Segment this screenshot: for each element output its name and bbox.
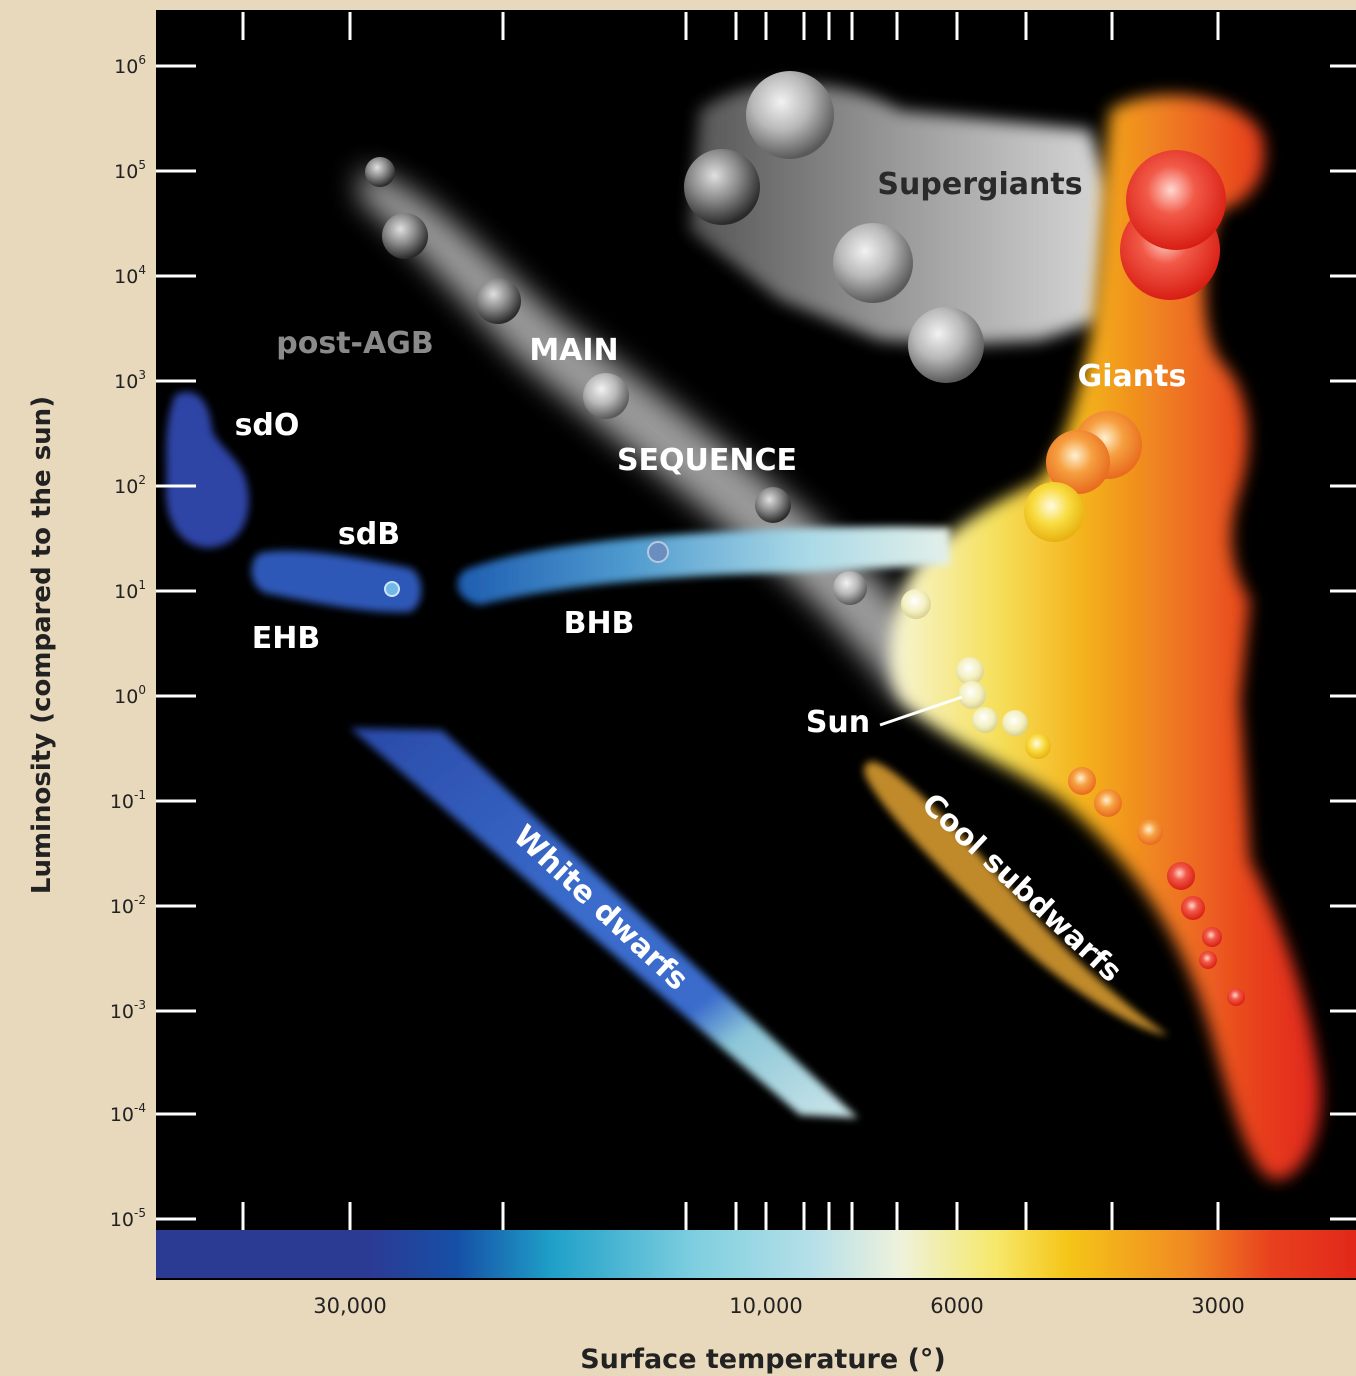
temperature-scale-bar bbox=[156, 1230, 1356, 1278]
x-axis-bottom bbox=[241, 1202, 1220, 1230]
label-giants: Giants bbox=[1078, 359, 1187, 394]
cool-subdwarfs-region bbox=[864, 761, 1168, 1036]
y-tick-label: 106 bbox=[114, 53, 146, 78]
giant-stars bbox=[1024, 150, 1226, 542]
label-sdo: sdO bbox=[235, 408, 300, 443]
y-tick-label: 101 bbox=[114, 578, 146, 603]
y-axis bbox=[156, 64, 196, 1221]
y-tick-label: 10-1 bbox=[110, 788, 146, 813]
label-sun: Sun bbox=[806, 705, 870, 740]
y-axis-title: Luminosity (compared to the sun) bbox=[27, 396, 57, 894]
y-tick-label: 102 bbox=[114, 473, 146, 498]
x-axis-title: Surface temperature (°) bbox=[580, 1344, 946, 1375]
y-tick-label: 104 bbox=[114, 263, 146, 288]
label-sequence: SEQUENCE bbox=[617, 443, 797, 478]
y-tick-labels: 106 105 104 103 102 101 100 10-1 10-2 10… bbox=[110, 53, 146, 1231]
x-tick-label: 30,000 bbox=[313, 1294, 386, 1318]
label-post-agb: post-AGB bbox=[276, 326, 433, 361]
y-tick-label: 10-3 bbox=[110, 998, 146, 1023]
sdo-region bbox=[165, 391, 249, 548]
bhb-region bbox=[457, 526, 950, 605]
y-tick-label: 10-4 bbox=[110, 1101, 146, 1126]
label-ehb: EHB bbox=[252, 621, 320, 656]
label-supergiants: Supergiants bbox=[877, 167, 1082, 202]
y-axis-right bbox=[1330, 64, 1356, 1221]
x-tick-labels: 30,000 10,000 6000 3000 bbox=[313, 1294, 1244, 1318]
label-sdb: sdB bbox=[338, 517, 400, 552]
supergiant-stars bbox=[684, 71, 984, 383]
sun-pointer bbox=[879, 695, 963, 727]
main-sequence-stars bbox=[365, 157, 1245, 1006]
y-tick-label: 103 bbox=[114, 368, 146, 393]
y-tick-label: 105 bbox=[114, 158, 146, 183]
ehb-region bbox=[251, 550, 422, 613]
y-tick-label: 10-2 bbox=[110, 893, 146, 918]
label-main: MAIN bbox=[529, 333, 618, 368]
y-tick-label: 100 bbox=[114, 683, 146, 708]
x-tick-label: 10,000 bbox=[729, 1294, 802, 1318]
y-tick-label: 10-5 bbox=[110, 1206, 146, 1231]
white-dwarfs-region bbox=[350, 728, 858, 1118]
label-bhb: BHB bbox=[564, 606, 635, 641]
giants-region bbox=[889, 94, 1321, 1180]
x-axis-top bbox=[241, 12, 1220, 40]
x-tick-label: 6000 bbox=[930, 1294, 983, 1318]
x-tick-label: 3000 bbox=[1191, 1294, 1244, 1318]
